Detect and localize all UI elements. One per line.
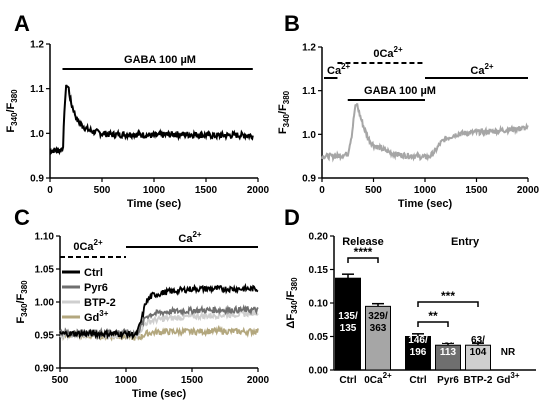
panel-b-x-axis-title: Time (sec) <box>398 198 453 210</box>
panel-a-x-axis-title: Time (sec) <box>127 198 182 210</box>
panel-b-gaba-label: GABA 100 µM <box>364 85 436 97</box>
legend-label-3: Gd3+​ <box>84 309 109 324</box>
panel-d-category-5: Gd3+​ <box>496 371 519 386</box>
panel-b-ca-label-2: Ca2+​ <box>470 62 494 77</box>
panel-d-sig-label-2: ** <box>428 309 438 323</box>
panel-a-y-tick-label: 0.9 <box>30 174 44 185</box>
panel-c-y-tick-label: 1.05 <box>35 265 55 276</box>
panel-b-zero-ca-label: 0Ca2+​ <box>373 45 403 60</box>
panel-a-x-tick-label: 2000 <box>247 185 270 196</box>
panel-a-x-tick-label: 1000 <box>143 185 166 196</box>
panel-c-y-tick-label: 1.10 <box>35 232 55 243</box>
panel-d-chart: 0.00 0.05 0.10 0.15 0.20 ΔF340​/F380​ 135/135 C… <box>285 232 536 386</box>
panel-d-bar-label-0: 135/ <box>338 311 358 322</box>
panel-d-category-1: 0Ca2+​ <box>364 371 392 386</box>
panel-d-y-axis-title: ΔF340​/F380​ <box>285 277 299 329</box>
panel-a-x-tick-label: 1500 <box>195 185 218 196</box>
panel-d-sig-bracket-1 <box>417 301 479 307</box>
panel-d-bar-label-2: 146/ <box>408 335 428 346</box>
panel-letter-c: C <box>14 205 30 230</box>
panel-c-y-axis-title: F340​/F380​ <box>15 280 29 324</box>
panel-d-sig-label-0: **** <box>354 245 373 259</box>
panel-d-bar-label-1: 329/ <box>368 311 388 322</box>
panel-b-y-tick-label: 0.9 <box>302 174 316 185</box>
panel-b-x-tick-label: 500 <box>365 185 382 196</box>
panel-b-y-tick-label: 1.2 <box>302 43 316 54</box>
panel-d-bar-1 <box>365 305 391 371</box>
panel-d-group-release: Release <box>342 236 384 248</box>
panel-c-y-tick-label: 0.90 <box>35 364 55 375</box>
panel-b-y-tick-label: 1.0 <box>302 130 316 141</box>
panel-c-y-tick-label: 0.95 <box>35 331 55 342</box>
panel-d-bar-0 <box>335 277 361 371</box>
panel-d-y-tick-label: 0.20 <box>309 232 329 243</box>
panel-d-group-entry: Entry <box>451 236 480 248</box>
panel-c-x-axis-title: Time (sec) <box>132 388 187 400</box>
panel-d-y-tick-label: 0.10 <box>309 299 329 310</box>
panel-c-x-tick-label: 2000 <box>247 375 270 386</box>
panel-b-x-tick-label: 2000 <box>517 185 540 196</box>
panel-a-y-tick-label: 1.1 <box>30 84 44 95</box>
panel-d-bar-label-3: 39/ <box>441 335 455 346</box>
panel-d-y-tick-label: 0.05 <box>309 332 329 343</box>
panel-d-bar-2 <box>405 336 431 371</box>
panel-a-y-tick-label: 1.2 <box>30 40 44 51</box>
panel-d-category-2: Ctrl <box>409 375 426 386</box>
panel-a-y-tick-label: 1.0 <box>30 129 44 140</box>
legend-label-2: BTP-2 <box>84 297 116 309</box>
panel-c-chart: 0.90 0.95 1.00 1.05 1.10 500 1000 1500 2000 Time … <box>15 230 270 400</box>
panel-d-bar-label-4: 104 <box>470 347 487 358</box>
panel-d-y-tick-label: 0.00 <box>309 366 329 377</box>
panel-a-gaba-label: GABA 100 µM <box>124 54 196 66</box>
panel-b-ca-label-1: Ca2+​ <box>327 62 351 77</box>
panel-c-ca-label: Ca2+​ <box>178 230 202 245</box>
panel-b-chart: 0.9 1.0 1.1 1.2 0 500 1000 1500 2000 Time (sec) F3… <box>277 43 540 211</box>
panel-d-bar-label-3: 113 <box>440 347 457 358</box>
panel-c-x-tick-label: 1000 <box>115 375 138 386</box>
panel-b-y-tick-label: 1.1 <box>302 86 316 97</box>
panel-d-bar-label-1: 363 <box>370 323 387 334</box>
panel-a-y-axis-title: F340​/F380​ <box>5 89 19 133</box>
panel-d-category-0: Ctrl <box>339 375 356 386</box>
panel-d-bar-label-5: NR <box>501 347 516 358</box>
panel-c-y-tick-label: 1.00 <box>35 298 55 309</box>
panel-b-x-tick-label: 1000 <box>414 185 437 196</box>
panel-c-trace-3 <box>59 282 259 340</box>
legend-label-0: Ctrl <box>84 267 103 279</box>
panel-letter-a: A <box>14 11 30 36</box>
panel-d-sig-bracket-0 <box>347 257 379 263</box>
panel-d-sig-label-1: *** <box>441 289 455 303</box>
panel-c-x-tick-label: 500 <box>52 375 69 386</box>
panel-a-chart: 0.9 1.0 1.1 1.2 0 500 1000 1500 2000 Time (sec) F3… <box>5 40 270 211</box>
panel-letter-b: B <box>284 11 300 36</box>
panel-a-x-tick-label: 0 <box>47 185 53 196</box>
panel-b-x-tick-label: 1500 <box>465 185 488 196</box>
panel-d-sig-bracket-2 <box>417 321 449 327</box>
panel-a-trace <box>49 84 254 156</box>
panel-b-y-axis-title: F340​/F380​ <box>277 90 291 134</box>
panel-c-x-tick-label: 1500 <box>181 375 204 386</box>
legend-label-1: Pyr6 <box>84 282 108 294</box>
panel-c-zero-ca-label: 0Ca2+​ <box>73 238 103 253</box>
panel-b-x-tick-label: 0 <box>319 185 325 196</box>
panel-d-bar-label-2: 196 <box>410 347 427 358</box>
panel-d-category-3: Pyr6 <box>437 375 459 386</box>
panel-d-bar-label-4: 63/ <box>471 335 485 346</box>
panel-letter-d: D <box>284 205 300 230</box>
panel-d-bar-label-0: 135 <box>340 323 357 334</box>
panel-b-trace <box>321 103 529 163</box>
panel-a-x-tick-label: 500 <box>94 185 111 196</box>
panel-d-category-4: BTP-2 <box>464 375 493 386</box>
panel-d-y-tick-label: 0.15 <box>309 265 329 276</box>
